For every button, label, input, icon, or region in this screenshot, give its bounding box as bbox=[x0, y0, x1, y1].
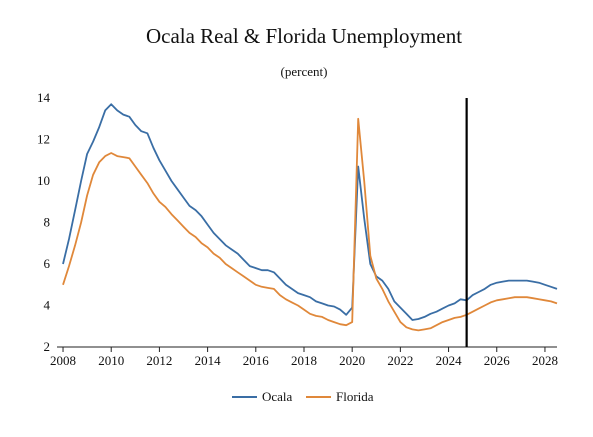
y-tick-label: 12 bbox=[37, 132, 50, 147]
x-tick-label: 2026 bbox=[484, 353, 511, 368]
y-tick-label: 4 bbox=[44, 298, 51, 313]
legend-label-florida: Florida bbox=[336, 389, 374, 404]
y-tick-label: 6 bbox=[44, 256, 51, 271]
series-layer bbox=[62, 103, 558, 332]
x-tick-label: 2018 bbox=[291, 353, 317, 368]
x-tick-label: 2012 bbox=[146, 353, 172, 368]
y-tick-label: 2 bbox=[44, 339, 51, 354]
y-tick-label: 14 bbox=[37, 90, 51, 105]
chart-title: Ocala Real & Florida Unemployment bbox=[146, 24, 462, 48]
x-tick-label: 2014 bbox=[195, 353, 222, 368]
x-tick-label: 2024 bbox=[436, 353, 463, 368]
x-tick-label: 2022 bbox=[387, 353, 413, 368]
legend: Ocala Florida bbox=[232, 389, 374, 404]
y-tick-label: 10 bbox=[37, 173, 50, 188]
x-tick-label: 2016 bbox=[243, 353, 270, 368]
x-tick-label: 2028 bbox=[532, 353, 558, 368]
axes: 2008 2010 2012 2014 2016 2018 2020 2022 2024 2026… bbox=[37, 90, 558, 368]
chart-subtitle: (percent) bbox=[281, 64, 328, 79]
x-tick-label: 2008 bbox=[50, 353, 76, 368]
series-line-florida bbox=[62, 117, 558, 332]
y-tick-label: 8 bbox=[44, 215, 51, 230]
x-tick-label: 2020 bbox=[339, 353, 365, 368]
series-line-ocala bbox=[62, 103, 558, 321]
legend-label-ocala: Ocala bbox=[262, 389, 293, 404]
x-tick-label: 2010 bbox=[98, 353, 124, 368]
